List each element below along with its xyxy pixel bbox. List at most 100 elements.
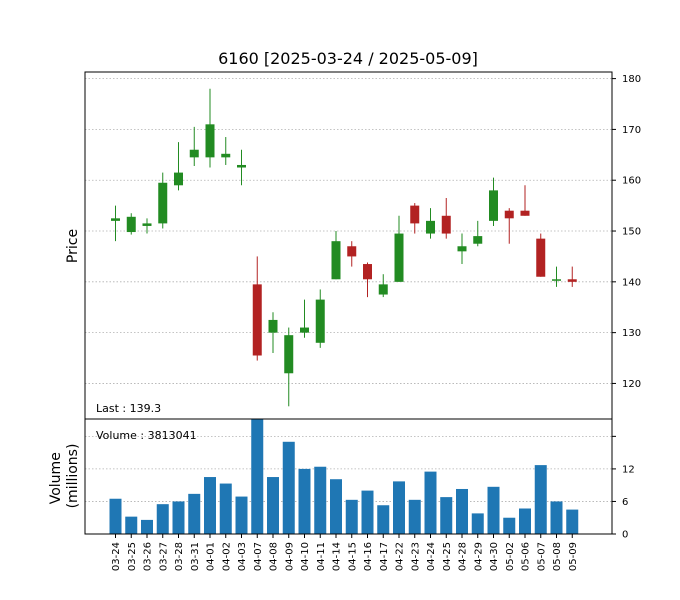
volume-bar: [361, 490, 374, 534]
chart-title: 6160 [2025-03-24 / 2025-05-09]: [218, 49, 478, 68]
candle-body: [567, 279, 577, 282]
candle-body: [284, 335, 294, 374]
date-tick-label: 04-22: [395, 542, 406, 571]
volume-bar: [345, 499, 358, 534]
price-gridlines: [85, 78, 612, 384]
volume-readout-label: Volume : 3813041: [96, 429, 197, 442]
date-tick-label: 04-24: [426, 542, 437, 571]
date-tick-label: 04-25: [442, 542, 453, 571]
price-panel: 120 130 140 150 160 170 180 Price Last : 139.3: [65, 71, 641, 420]
volume-bar: [267, 477, 279, 534]
volume-axis-label-line2: (millions): [65, 444, 81, 509]
date-tick-label: 04-28: [458, 542, 469, 571]
candle-body: [441, 215, 451, 234]
volume-bar: [519, 508, 531, 534]
price-axis-ticks: 120 130 140 150 160 170 180: [612, 74, 641, 390]
volume-bar: [219, 483, 232, 534]
date-tick-label: 05-06: [521, 542, 532, 571]
volume-bar: [456, 488, 468, 534]
last-price-label: Last : 139.3: [96, 402, 161, 415]
price-tick-label: 120: [622, 379, 641, 390]
candle-body: [237, 164, 246, 168]
candle-body: [331, 241, 341, 280]
date-tick-label: 04-16: [363, 542, 374, 571]
volume-bar: [487, 486, 500, 534]
candle-body: [221, 153, 231, 158]
date-tick-label: 03-26: [143, 542, 154, 571]
volume-bar: [314, 466, 327, 534]
candle-body: [205, 124, 215, 158]
candle-body: [552, 279, 561, 281]
date-tick-label: 03-24: [111, 542, 122, 571]
volume-bar: [125, 516, 138, 534]
date-tick-label: 04-02: [221, 542, 232, 571]
date-tick-label: 05-09: [568, 542, 579, 571]
price-tick-label: 140: [622, 277, 641, 288]
date-tick-label: 04-15: [347, 542, 358, 571]
candle-body: [268, 319, 278, 333]
candle-body: [378, 284, 388, 295]
date-tick-label: 04-08: [269, 542, 280, 571]
date-tick-label: 04-03: [237, 542, 248, 571]
candle-body: [111, 218, 120, 221]
candle-body: [394, 233, 404, 282]
candle-body: [363, 264, 372, 280]
candle-body: [174, 172, 183, 186]
date-tick-label: 04-30: [489, 542, 500, 571]
volume-bar: [251, 419, 264, 534]
volume-tick-label: 12: [622, 464, 635, 475]
volume-bar: [408, 499, 421, 534]
price-tick-label: 160: [622, 176, 641, 187]
volume-bar: [109, 498, 122, 534]
candle-body: [126, 216, 136, 233]
date-tick-label: 05-08: [552, 542, 563, 571]
volume-bar: [204, 477, 216, 534]
volume-tick-label: 0: [622, 530, 628, 541]
volume-bar: [156, 504, 169, 534]
volume-bar: [282, 441, 295, 534]
date-tick-label: 05-07: [536, 542, 547, 571]
price-tick-label: 170: [622, 125, 641, 136]
date-tick-label: 04-29: [473, 542, 484, 571]
candle-body: [300, 327, 309, 333]
date-tick-label: 04-14: [332, 542, 343, 571]
price-panel-frame: [84, 71, 613, 420]
candle-body: [520, 210, 530, 216]
date-tick-label: 04-01: [206, 542, 217, 571]
date-tick-label: 04-07: [253, 542, 264, 571]
candle-body: [158, 182, 168, 224]
volume-axis-label: Volume (millions): [48, 444, 81, 509]
date-tick-label: 04-23: [410, 542, 421, 571]
candle-body: [457, 246, 467, 252]
price-tick-label: 130: [622, 328, 641, 339]
volume-bar: [471, 513, 484, 534]
candle-body: [252, 284, 262, 356]
date-tick-label: 04-10: [300, 542, 311, 571]
volume-bar: [440, 497, 453, 534]
date-tick-label: 03-31: [190, 542, 201, 571]
volume-bar: [503, 517, 516, 534]
volume-bar: [566, 509, 579, 534]
volume-bar: [188, 493, 201, 534]
volume-bar: [141, 519, 153, 534]
volume-bar: [534, 465, 547, 534]
volume-bar: [550, 501, 563, 534]
volume-bar: [298, 468, 311, 534]
date-tick-label: 04-09: [284, 542, 295, 571]
volume-axis-label-line1: Volume: [48, 452, 64, 504]
candle-body: [504, 210, 514, 219]
candle-body: [189, 149, 199, 158]
candle-body: [315, 299, 325, 343]
candle-body: [536, 238, 546, 277]
candle-body: [347, 246, 357, 257]
volume-bar: [235, 496, 248, 534]
date-tick-label: 04-17: [379, 542, 390, 571]
date-tick-label: 03-25: [127, 542, 138, 571]
volume-tick-label: 6: [622, 497, 628, 508]
price-tick-label: 180: [622, 74, 641, 85]
candle-body: [410, 205, 420, 224]
price-axis-label: Price: [65, 229, 81, 263]
candle-body: [426, 220, 435, 234]
